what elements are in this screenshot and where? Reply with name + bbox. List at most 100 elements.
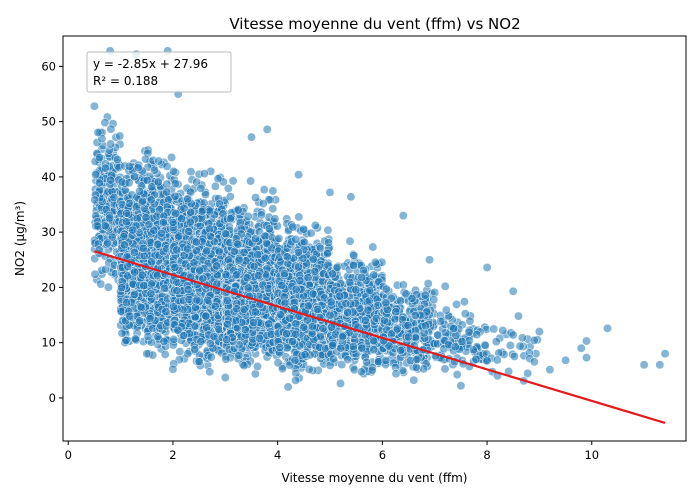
- scatter-point: [103, 282, 113, 292]
- scatter-point: [222, 335, 232, 345]
- scatter-point: [142, 175, 152, 185]
- scatter-point: [90, 269, 100, 279]
- scatter-point: [94, 178, 104, 188]
- scatter-point: [150, 165, 159, 175]
- scatter-point: [228, 176, 238, 186]
- scatter-point: [152, 271, 162, 280]
- scatter-point: [221, 229, 230, 239]
- scatter-point: [243, 211, 253, 221]
- scatter-point: [223, 319, 232, 329]
- scatter-point: [168, 217, 178, 227]
- scatter-point: [144, 220, 154, 230]
- scatter-point: [205, 339, 215, 349]
- scatter-point: [270, 214, 280, 224]
- scatter-point: [254, 271, 263, 281]
- scatter-point: [251, 234, 261, 244]
- scatter-point: [133, 163, 143, 173]
- scatter-point: [170, 191, 180, 201]
- scatter-point: [137, 303, 146, 313]
- scatter-point: [119, 240, 129, 250]
- scatter-point: [106, 175, 116, 185]
- scatter-point: [197, 206, 207, 216]
- scatter-point: [106, 124, 116, 134]
- scatter-point: [185, 217, 195, 227]
- scatter-point: [184, 226, 194, 236]
- scatter-point: [153, 239, 163, 249]
- scatter-point: [179, 203, 189, 213]
- scatter-point: [186, 167, 196, 177]
- scatter-point: [159, 336, 169, 346]
- scatter-point: [183, 349, 193, 359]
- scatter-point: [122, 298, 132, 308]
- scatter-point: [162, 187, 172, 197]
- scatter-point: [116, 306, 126, 316]
- scatter-point: [170, 179, 180, 189]
- scatter-point: [93, 128, 103, 137]
- scatter-point: [117, 283, 127, 293]
- scatter-point: [169, 302, 179, 312]
- scatter-point: [249, 318, 259, 328]
- scatter-point: [117, 328, 127, 338]
- scatter-point: [194, 357, 204, 367]
- scatter-point: [130, 172, 139, 182]
- scatter-point: [139, 251, 149, 261]
- scatter-point: [105, 213, 115, 223]
- scatter-point: [122, 217, 132, 227]
- scatter-point: [161, 307, 171, 317]
- scatter-point: [158, 218, 168, 228]
- scatter-point: [130, 334, 140, 344]
- scatter-point: [299, 224, 309, 234]
- scatter-point: [262, 238, 271, 248]
- scatter-point: [146, 289, 156, 299]
- scatter-point: [242, 273, 252, 283]
- scatter-point: [177, 214, 187, 224]
- scatter-point: [154, 156, 164, 166]
- scatter-point: [268, 186, 278, 196]
- scatter-point: [172, 245, 182, 255]
- scatter-point: [172, 277, 182, 287]
- scatter-point: [162, 179, 172, 189]
- scatter-point: [170, 262, 180, 272]
- scatter-point: [203, 295, 213, 305]
- scatter-point: [191, 237, 201, 247]
- scatter-point: [257, 210, 266, 220]
- scatter-point: [147, 257, 156, 267]
- scatter-point: [249, 262, 259, 271]
- scatter-point: [122, 208, 132, 218]
- scatter-point: [95, 153, 105, 162]
- scatter-point: [239, 304, 249, 314]
- scatter-point: [221, 270, 231, 280]
- scatter-point: [183, 194, 193, 204]
- scatter-point: [115, 131, 125, 141]
- scatter-point: [160, 349, 170, 359]
- scatter-point: [184, 294, 194, 304]
- scatter-point: [153, 177, 163, 187]
- scatter-point: [139, 243, 148, 253]
- scatter-point: [274, 234, 284, 243]
- scatter-point: [212, 261, 222, 271]
- scatter-point: [268, 204, 278, 214]
- scatter-point: [160, 283, 170, 293]
- scatter-point: [128, 225, 138, 235]
- scatter-point: [139, 281, 149, 291]
- scatter-point: [201, 311, 211, 321]
- scatter-point: [254, 333, 264, 343]
- scatter-point: [167, 152, 177, 162]
- scatter-point: [239, 248, 249, 257]
- scatter-point: [149, 225, 159, 235]
- scatter-point: [234, 255, 244, 265]
- scatter-point: [124, 198, 134, 208]
- scatter-point: [156, 228, 166, 238]
- chart-title: Vitesse moyenne du vent (ffm) vs NO2: [229, 15, 520, 33]
- scatter-point: [175, 347, 185, 357]
- scatter-point: [222, 296, 232, 306]
- scatter-point: [147, 182, 157, 192]
- scatter-point: [119, 232, 129, 241]
- scatter-point: [123, 271, 133, 281]
- scatter-point: [192, 246, 202, 256]
- scatter-point: [103, 238, 113, 248]
- scatter-point: [240, 325, 250, 335]
- scatter-point: [129, 247, 139, 257]
- scatter-point: [246, 176, 256, 186]
